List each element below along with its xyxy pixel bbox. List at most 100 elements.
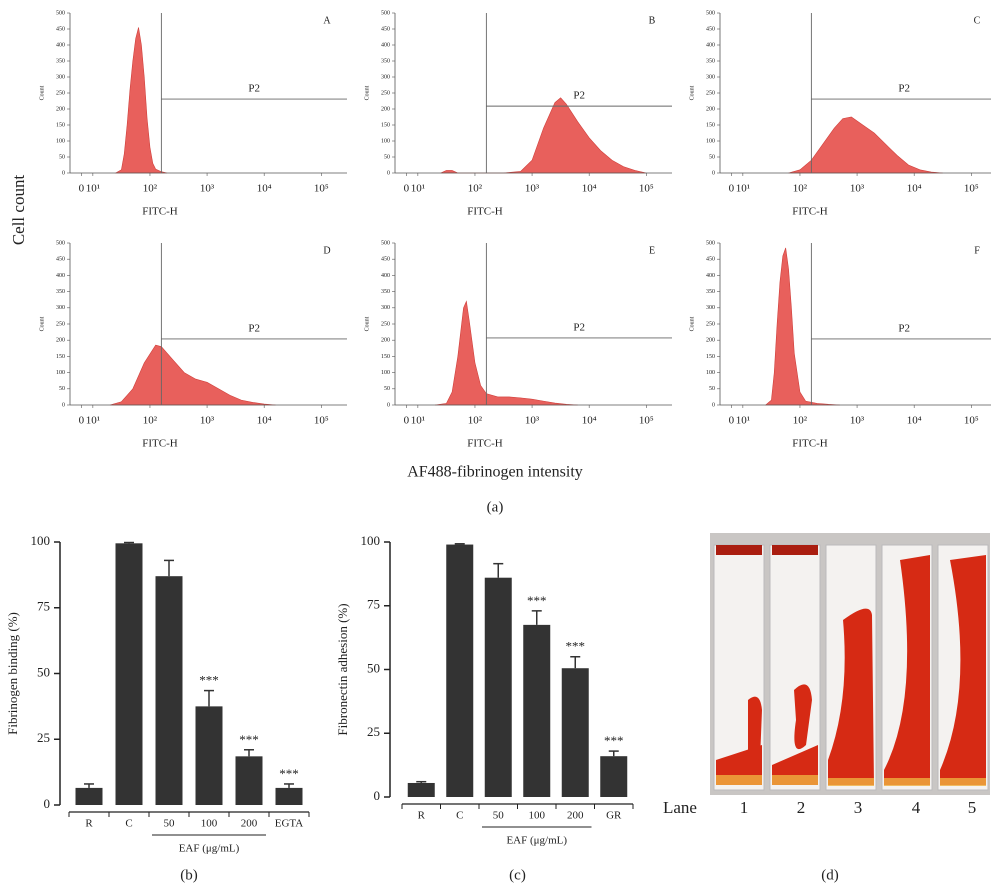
y-tick-label: 350 bbox=[381, 58, 390, 64]
x-tick-label: GR bbox=[606, 810, 622, 822]
y-tick-label: 75 bbox=[37, 599, 50, 614]
significance-label: *** bbox=[239, 732, 259, 747]
x-tick-label: 200 bbox=[241, 818, 258, 830]
y-tick-label: 0 bbox=[62, 170, 65, 176]
y-tick-label: 400 bbox=[706, 42, 715, 48]
lane-label: 4 bbox=[912, 798, 921, 817]
x-axis-label: FITC-H bbox=[792, 438, 828, 450]
x-tick-label: 10⁴ bbox=[257, 183, 272, 195]
x-tick-label: 10² bbox=[468, 183, 483, 195]
group-label: EAF (μg/mL) bbox=[506, 835, 567, 847]
y-tick-label: 300 bbox=[56, 305, 65, 311]
y-tick-label: 400 bbox=[706, 273, 715, 279]
y-tick-label: 450 bbox=[56, 26, 65, 32]
x-axis-label: FITC-H bbox=[142, 206, 178, 218]
y-tick-label: 25 bbox=[37, 730, 50, 745]
x-axis-label: FITC-H bbox=[467, 438, 503, 450]
y-tick-label: 350 bbox=[56, 289, 65, 295]
lane-label: 2 bbox=[797, 798, 806, 817]
x-tick-label: 10⁵ bbox=[639, 183, 654, 195]
x-tick-label: 10³ bbox=[525, 183, 540, 195]
shared-y-label: Cell count bbox=[9, 175, 28, 246]
gate-label: P2 bbox=[248, 83, 260, 95]
histogram-area bbox=[764, 247, 840, 406]
y-tick-label: 450 bbox=[381, 257, 390, 263]
y-tick-label: 350 bbox=[706, 289, 715, 295]
x-tick-label: 10³ bbox=[525, 415, 540, 427]
y-tick-label: 500 bbox=[56, 10, 65, 16]
y-tick-label: 0 bbox=[712, 170, 715, 176]
x-tick-label: 10³ bbox=[850, 183, 865, 195]
y-tick-label: 150 bbox=[381, 122, 390, 128]
histogram-area bbox=[440, 97, 647, 174]
y-tick-label: 400 bbox=[381, 273, 390, 279]
y-tick-label: 0 bbox=[387, 402, 390, 408]
y-tick-label: 200 bbox=[381, 338, 390, 344]
x-tick-label: 10² bbox=[143, 183, 158, 195]
y-tick-label: 0 bbox=[387, 170, 390, 176]
x-tick-label: 50 bbox=[493, 810, 505, 822]
panel-label: (d) bbox=[821, 867, 839, 883]
x-tick-label: 10² bbox=[793, 415, 808, 427]
x-tick-label: 10³ bbox=[200, 183, 215, 195]
x-tick-label: 10⁴ bbox=[582, 415, 597, 427]
x-tick-label: 10⁴ bbox=[582, 183, 597, 195]
y-tick-label: 400 bbox=[381, 42, 390, 48]
histogram-area bbox=[434, 300, 578, 406]
y-tick-label: 100 bbox=[381, 138, 390, 144]
y-tick-label: 150 bbox=[381, 354, 390, 360]
x-tick-label: 0 bbox=[79, 183, 85, 195]
y-tick-label: 500 bbox=[381, 10, 390, 16]
significance-label: *** bbox=[199, 673, 219, 688]
y-tick-label: 100 bbox=[56, 138, 65, 144]
y-tick-label: 50 bbox=[59, 386, 65, 392]
y-tick-label: 300 bbox=[706, 305, 715, 311]
x-tick-label: 10⁴ bbox=[257, 415, 272, 427]
group-label: EAF (μg/mL) bbox=[179, 843, 240, 855]
y-tick-label: 350 bbox=[56, 58, 65, 64]
bar bbox=[561, 668, 589, 797]
significance-label: *** bbox=[279, 766, 299, 781]
lane-label: 3 bbox=[854, 798, 863, 817]
y-tick-label: 300 bbox=[381, 74, 390, 80]
y-tick-label: 300 bbox=[56, 74, 65, 80]
x-tick-label: C bbox=[456, 810, 463, 822]
x-tick-label: 10³ bbox=[850, 415, 865, 427]
bar bbox=[407, 782, 435, 797]
y-tick-label: 200 bbox=[381, 106, 390, 112]
x-axis-label: FITC-H bbox=[792, 206, 828, 218]
x-tick-label: 10² bbox=[143, 415, 158, 427]
y-tick-label: 50 bbox=[709, 386, 715, 392]
x-tick-label: 10⁵ bbox=[314, 415, 329, 427]
significance-label: *** bbox=[604, 733, 624, 748]
panel-letter: D bbox=[323, 245, 330, 256]
bar bbox=[523, 624, 551, 797]
y-axis-label: Count bbox=[39, 85, 45, 100]
y-tick-label: 450 bbox=[56, 257, 65, 263]
panel-letter: B bbox=[649, 15, 656, 26]
y-tick-label: 150 bbox=[706, 122, 715, 128]
panel-letter: C bbox=[974, 15, 981, 26]
y-tick-label: 200 bbox=[56, 338, 65, 344]
y-tick-label: 350 bbox=[706, 58, 715, 64]
y-tick-label: 250 bbox=[56, 90, 65, 96]
y-axis-label: Fibronectin adhesion (%) bbox=[335, 603, 350, 735]
significance-label: *** bbox=[566, 639, 586, 654]
y-tick-label: 50 bbox=[367, 660, 380, 675]
y-tick-label: 100 bbox=[706, 370, 715, 376]
x-tick-label: 0 bbox=[79, 415, 85, 427]
gate-label: P2 bbox=[898, 83, 910, 95]
y-axis-label: Count bbox=[689, 316, 695, 331]
x-tick-label: EGTA bbox=[275, 818, 304, 830]
x-tick-label: 10¹ bbox=[736, 183, 750, 195]
x-axis-label: FITC-H bbox=[142, 438, 178, 450]
bar bbox=[235, 756, 263, 805]
x-tick-label: 0 bbox=[729, 415, 735, 427]
bar bbox=[600, 756, 628, 797]
lane-title: Lane bbox=[663, 798, 697, 817]
y-tick-label: 100 bbox=[381, 370, 390, 376]
y-axis-label: Fibrinogen binding (%) bbox=[5, 612, 20, 735]
x-tick-label: R bbox=[85, 818, 93, 830]
x-tick-label: 10¹ bbox=[86, 183, 100, 195]
x-tick-label: 10⁵ bbox=[639, 415, 654, 427]
